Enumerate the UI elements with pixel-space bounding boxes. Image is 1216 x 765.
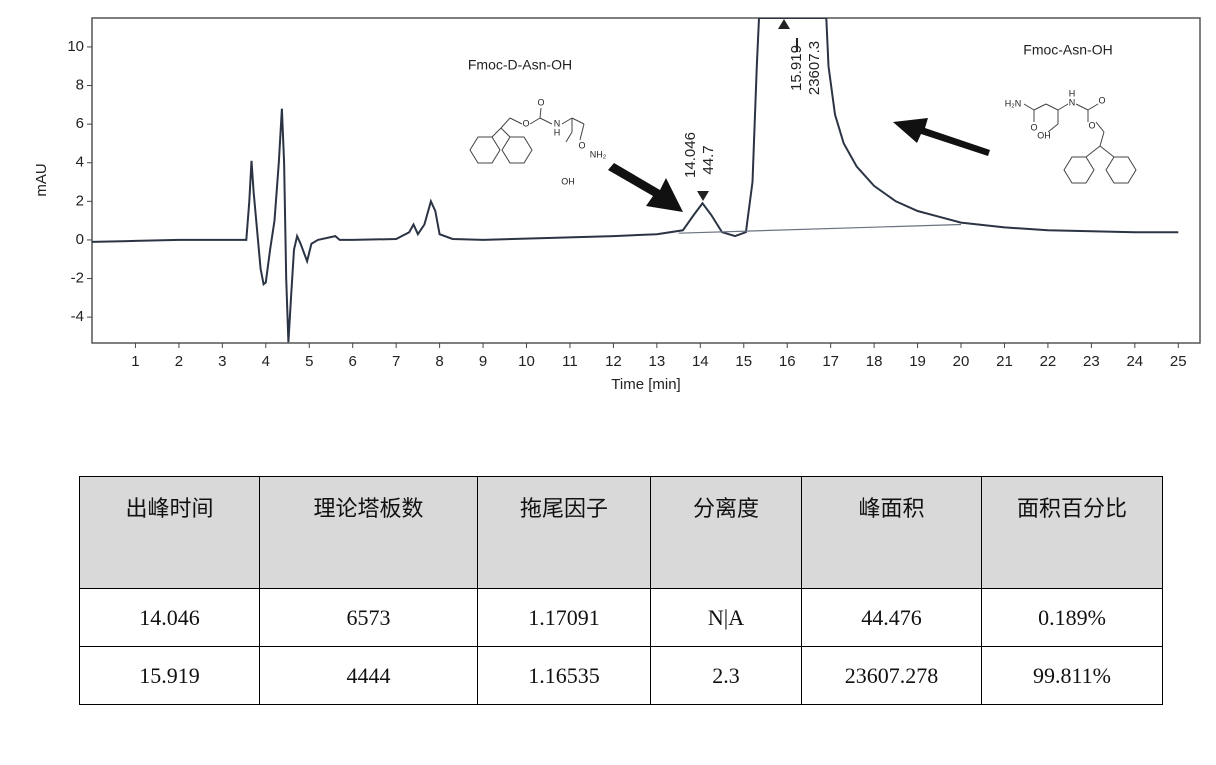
- x-tick-label: 12: [605, 353, 622, 370]
- header-cell: 理论塔板数: [259, 476, 478, 589]
- atom-label: N: [554, 118, 561, 128]
- cell: 15.919: [79, 646, 260, 705]
- cell: 6573: [259, 588, 478, 647]
- header-cell: 出峰时间: [79, 476, 260, 589]
- y-tick-label: -2: [71, 270, 84, 287]
- results-table: 出峰时间 理论塔板数 拖尾因子 分离度 峰面积 面积百分比 14.046 6573 1.1709…: [79, 476, 1163, 705]
- x-tick-label: 8: [435, 353, 443, 370]
- x-tick-label: 21: [996, 353, 1013, 370]
- y-tick-label: 6: [76, 115, 84, 132]
- x-tick-label: 2: [175, 353, 183, 370]
- structure-right: [1023, 103, 1137, 184]
- atom-label: H₂N: [1005, 98, 1022, 108]
- x-tick-label: 22: [1040, 353, 1057, 370]
- y-tick-label: 8: [76, 77, 84, 94]
- cell: 2.3: [650, 646, 802, 705]
- table-row: 14.046 6573 1.17091 N|A 44.476 0.189%: [79, 588, 1163, 647]
- cell: 4444: [259, 646, 478, 705]
- atom-label: O: [1098, 95, 1105, 105]
- atom-label: O: [578, 140, 585, 150]
- atom-label: H: [554, 127, 561, 137]
- atom-label: OH: [561, 176, 575, 186]
- x-tick-label: 7: [392, 353, 400, 370]
- x-axis-label: Time [min]: [611, 376, 680, 393]
- chromatogram: mAU Time [min] Fmoc-D-Asn-OH Fmoc-Asn-OH…: [33, 17, 1201, 393]
- arrow: [608, 163, 683, 212]
- cell: 0.189%: [981, 588, 1163, 647]
- x-tick-label: 5: [305, 353, 313, 370]
- x-tick-label: 16: [779, 353, 796, 370]
- arrow: [893, 118, 990, 156]
- peak-marker: [697, 191, 709, 201]
- header-cell: 面积百分比: [981, 476, 1163, 589]
- cell: 44.476: [801, 588, 982, 647]
- table-row: 出峰时间 理论塔板数 拖尾因子 分离度 峰面积 面积百分比: [79, 476, 1163, 589]
- x-tick-label: 11: [562, 353, 578, 370]
- x-tick-label: 18: [866, 353, 883, 370]
- x-tick-label: 9: [479, 353, 487, 370]
- table-row: 15.919 4444 1.16535 2.3 23607.278 99.811%: [79, 646, 1163, 705]
- header-cell: 峰面积: [801, 476, 982, 589]
- x-tick-label: 19: [909, 353, 926, 370]
- cell: 1.17091: [477, 588, 651, 647]
- x-tick-label: 3: [218, 353, 226, 370]
- x-tick-label: 10: [518, 353, 535, 370]
- cell: 99.811%: [981, 646, 1163, 705]
- x-tick-label: 24: [1126, 353, 1143, 370]
- y-tick-label: 0: [76, 231, 84, 248]
- plot-frame: [91, 17, 1201, 344]
- x-tick-label: 1: [131, 353, 139, 370]
- y-tick-label: 2: [76, 192, 84, 209]
- annotation: Fmoc-D-Asn-OH: [468, 57, 572, 73]
- peak-label: 14.046: [682, 132, 699, 178]
- atom-label: O: [1030, 122, 1037, 132]
- header-cell: 分离度: [650, 476, 802, 589]
- structure-left: [469, 107, 585, 164]
- x-tick-label: 15: [735, 353, 752, 370]
- cell: 1.16535: [477, 646, 651, 705]
- y-tick-label: -4: [71, 308, 84, 325]
- atom-label: N: [1069, 97, 1076, 107]
- y-axis-label: mAU: [33, 163, 50, 196]
- atom-label: H: [1069, 88, 1076, 98]
- cell: 14.046: [79, 588, 260, 647]
- x-tick-label: 13: [649, 353, 666, 370]
- x-tick-label: 23: [1083, 353, 1100, 370]
- cell: N|A: [650, 588, 802, 647]
- x-tick-label: 20: [953, 353, 970, 370]
- annotation: Fmoc-Asn-OH: [1023, 42, 1112, 58]
- x-tick-label: 4: [262, 353, 270, 370]
- x-tick-label: 6: [349, 353, 357, 370]
- trace: [678, 223, 962, 234]
- peak-label: 15.919: [788, 45, 805, 91]
- y-tick-label: 4: [76, 154, 84, 171]
- atom-label: O: [537, 97, 544, 107]
- trace: [92, 18, 1179, 343]
- peak-marker: [778, 19, 790, 29]
- peak-label: 23607.3: [806, 41, 823, 95]
- plot-area: [92, 18, 1179, 343]
- cell: 23607.278: [801, 646, 982, 705]
- atom-label: OH: [1037, 130, 1051, 140]
- x-tick-label: 17: [822, 353, 839, 370]
- peak-label: 44.7: [700, 145, 717, 174]
- x-tick-label: 25: [1170, 353, 1187, 370]
- atom-label: NH₂: [590, 149, 607, 159]
- atom-label: O: [1088, 120, 1095, 130]
- y-tick-label: 10: [67, 38, 84, 55]
- header-cell: 拖尾因子: [477, 476, 651, 589]
- atom-label: O: [522, 118, 529, 128]
- x-tick-label: 14: [692, 353, 709, 370]
